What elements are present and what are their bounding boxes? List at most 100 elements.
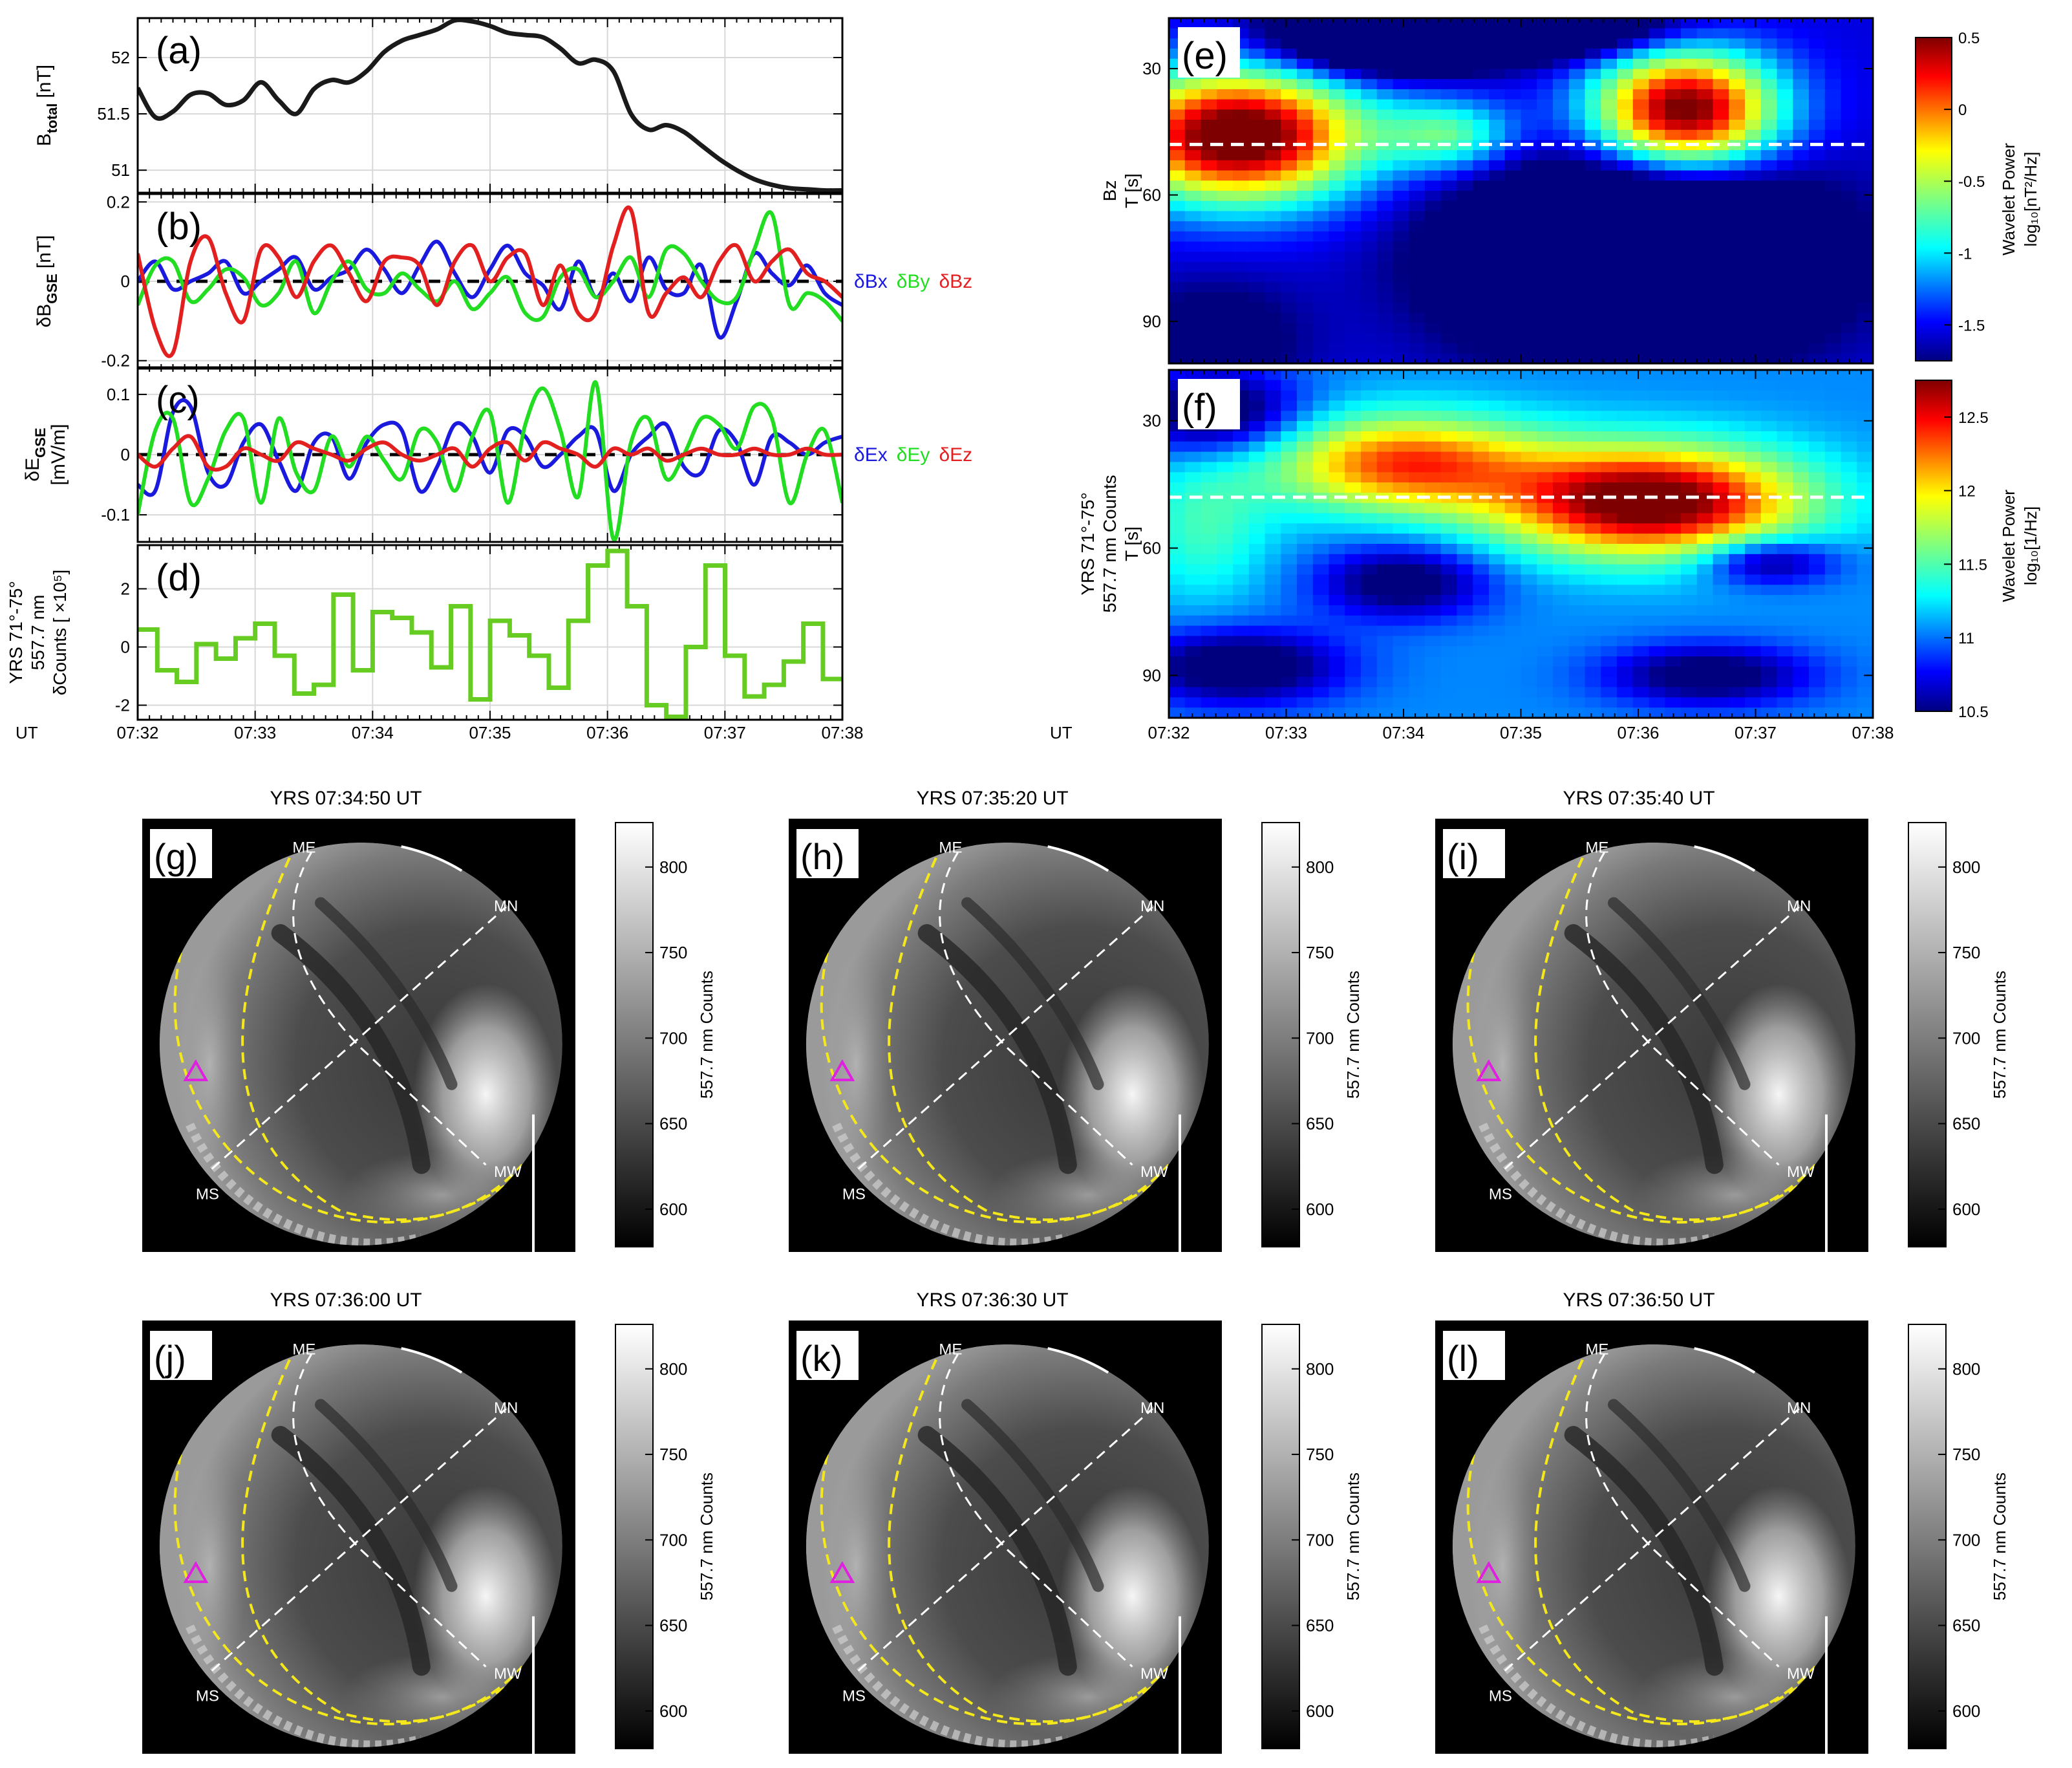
heatmap-cell [1537,58,1554,70]
heatmap-cell [1281,502,1298,514]
heatmap-cell [1393,231,1409,243]
heatmap-cell [1489,564,1506,576]
heatmap-cell [1729,69,1746,80]
panel-b-delta-b: 0.20-0.2(b)δBGSE[nT]δBx δBy δBz [34,192,972,370]
heatmap-cell [1312,231,1330,243]
heatmap-cell [1233,656,1250,667]
heatmap-cell [1841,69,1857,80]
heatmap-cell [1376,687,1394,698]
heatmap-cell [1841,534,1857,544]
heatmap-cell [1777,140,1793,151]
heatmap-cell [1169,554,1186,565]
heatmap-cell [1681,431,1698,442]
heatmap-cell [1457,332,1473,344]
heatmap-cell [1617,687,1634,698]
heatmap-cell [1281,282,1298,293]
heatmap-cell [1184,323,1202,334]
heatmap-cell [1521,343,1537,354]
heatmap-cell [1809,261,1826,273]
heatmap-cell [1409,554,1426,565]
heatmap-cell [1681,89,1698,100]
heatmap-cell [1345,79,1362,90]
heatmap-cell [1568,109,1586,120]
heatmap-cell [1504,544,1522,555]
label-mn: MN [1140,898,1164,915]
heatmap-cell [1649,49,1665,59]
heatmap-cell [1665,343,1682,354]
heatmap-cell [1329,58,1345,70]
heatmap-cell [1617,615,1634,627]
y-tick-label: 0.2 [107,192,130,211]
heatmap-cell [1217,89,1234,100]
heatmap-cell [1409,302,1426,314]
heatmap-cell [1473,261,1490,273]
heatmap-cell [1440,554,1458,565]
heatmap-cell [1504,687,1522,698]
heatmap-cell [1585,79,1601,90]
heatmap-cell [1553,380,1570,391]
heatmap-cell [1440,482,1458,493]
heatmap-cell [1489,211,1506,222]
heatmap-cell [1265,302,1281,314]
heatmap-cell [1201,343,1217,354]
heatmap-cell [1585,666,1601,678]
heatmap-cell [1440,69,1458,80]
heatmap-cell [1553,585,1570,596]
heatmap-cell [1312,462,1330,473]
heatmap-cell [1793,332,1810,344]
heatmap-cell [1521,160,1537,171]
heatmap-cell [1824,150,1842,161]
heatmap-cell [1809,411,1826,422]
heatmap-cell [1457,431,1473,442]
heatmap-cell [1184,615,1202,627]
heatmap-cell [1696,646,1714,657]
heatmap-cell [1824,431,1842,442]
heatmap-cell [1601,697,1618,708]
heatmap-cell [1281,585,1298,596]
heatmap-cell [1713,441,1729,453]
heatmap-cell [1233,646,1250,657]
heatmap-cell [1345,554,1362,565]
heatmap-cell [1617,200,1634,212]
heatmap-cell [1568,523,1586,534]
heatmap-cell [1425,400,1442,411]
heatmap-cell [1841,595,1857,606]
heatmap-cell [1585,697,1601,708]
heatmap-cell [1632,323,1650,334]
heatmap-cell [1440,421,1458,432]
heatmap-cell [1632,605,1650,616]
heatmap-cell [1312,502,1330,514]
heatmap-cell [1425,472,1442,483]
heatmap-cell [1568,605,1586,616]
heatmap-cell [1632,595,1650,606]
heatmap-cell [1281,129,1298,141]
heatmap-cell [1409,400,1426,411]
heatmap-cell [1281,252,1298,263]
heatmap-cell [1521,150,1537,161]
heatmap-cell [1281,312,1298,323]
heatmap-cell [1473,534,1490,544]
heatmap-cell [1777,534,1793,544]
heatmap-cell [1489,49,1506,59]
heatmap-cell [1201,180,1217,191]
heatmap-cell [1665,150,1682,161]
heatmap-cell [1201,191,1217,202]
heatmap-cell [1345,180,1362,191]
heatmap-cell [1281,332,1298,344]
heatmap-cell [1233,180,1250,191]
heatmap-cell [1489,697,1506,708]
heatmap-cell [1169,646,1186,657]
heatmap-cell [1184,332,1202,344]
heatmap-cell [1409,150,1426,161]
heatmap-cell [1409,272,1426,283]
heatmap-cell [1760,564,1778,576]
heatmap-cell [1409,523,1426,534]
heatmap-cell [1793,292,1810,303]
heatmap-cell [1312,646,1330,657]
heatmap-cell [1169,109,1186,120]
heatmap-cell [1184,646,1202,657]
x-tick-label: 07:33 [234,723,276,742]
heatmap-cell [1745,312,1762,323]
heatmap-cell [1617,180,1634,191]
